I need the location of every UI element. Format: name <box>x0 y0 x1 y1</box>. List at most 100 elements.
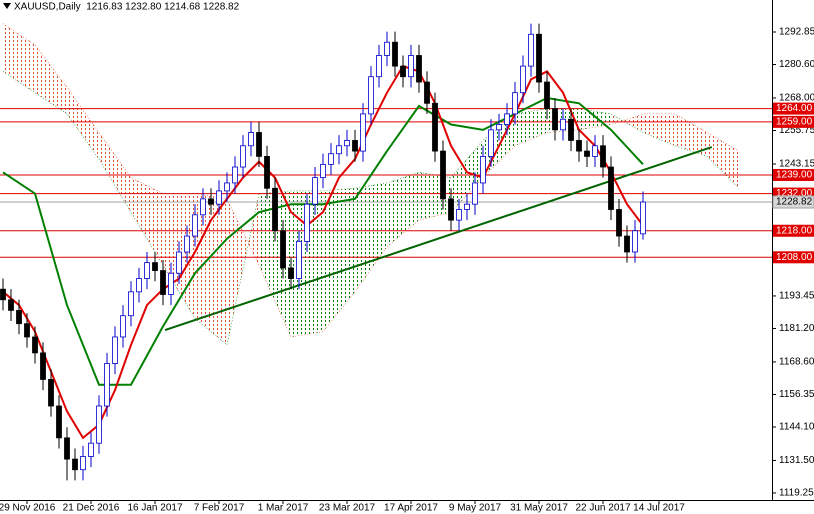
x-tick-label: 16 Jan 2017 <box>127 503 182 514</box>
x-tick-label: 29 Nov 2016 <box>0 503 56 514</box>
y-tick-label: 1255.75 <box>779 125 814 136</box>
x-tick-label: 9 May 2017 <box>449 503 502 514</box>
candle-body <box>448 198 454 221</box>
candle-body <box>456 209 462 221</box>
chart-title: XAUUSD,Daily 1216.83 1232.80 1214.68 122… <box>14 2 240 13</box>
x-tick-label: 21 Dec 2016 <box>63 503 120 514</box>
candle-body <box>376 55 382 78</box>
candle-body <box>400 65 406 78</box>
candle-body <box>512 92 518 115</box>
candle-body <box>384 41 390 56</box>
candle-body <box>320 163 326 179</box>
candle-body <box>8 299 14 311</box>
x-tick-label: 22 Jun 2017 <box>575 503 630 514</box>
y-tick-label: 1144.10 <box>779 422 814 433</box>
x-tick-label: 23 Mar 2017 <box>319 503 376 514</box>
level-label-box <box>773 102 814 115</box>
candle-body <box>632 230 638 253</box>
cloud-edge <box>2 71 740 346</box>
candle-body <box>192 214 198 237</box>
candle-body <box>264 155 270 189</box>
cloud-segment <box>3 23 35 93</box>
cloud-segment <box>515 108 547 146</box>
candle-body <box>576 140 582 152</box>
y-tick-label: 1243.15 <box>779 159 814 170</box>
y-tick-label: 1292.85 <box>779 27 814 38</box>
candle-body <box>168 272 174 295</box>
candle-body <box>352 140 358 152</box>
candle-body <box>584 150 590 157</box>
x-tick-label: 7 Feb 2017 <box>194 503 245 514</box>
cloud-segment <box>675 113 707 157</box>
level-label-box <box>773 168 814 181</box>
candle-body <box>216 190 222 205</box>
candle-body <box>152 262 158 271</box>
candle-body <box>568 118 574 141</box>
candle-body <box>432 102 438 152</box>
level-label: 1208.00 <box>776 252 813 263</box>
x-tick-label: 1 Mar 2017 <box>258 503 309 514</box>
candle-body <box>40 352 46 380</box>
current-price-label: 1228.82 <box>776 197 813 208</box>
candle-body <box>296 240 302 279</box>
candle-body <box>528 33 534 67</box>
y-tick-label: 1168.60 <box>779 357 814 368</box>
candle-body <box>32 336 38 354</box>
y-tick-label: 1268.00 <box>779 93 814 104</box>
level-label: 1232.00 <box>776 188 813 199</box>
candle-body <box>112 336 118 364</box>
candle-body <box>368 76 374 115</box>
cloud-segment <box>419 172 451 221</box>
candle-body <box>544 81 550 110</box>
candle-body <box>304 203 310 242</box>
candle-body <box>96 405 102 444</box>
x-tick-label: 31 May 2017 <box>510 503 568 514</box>
cloud-segment <box>35 44 67 114</box>
candle-body <box>80 456 86 471</box>
candle-body <box>176 251 182 274</box>
candle-body <box>328 153 334 165</box>
candle-body <box>504 113 510 125</box>
y-tick-label: 1280.60 <box>779 59 814 70</box>
candle-body <box>208 198 214 205</box>
candle-body <box>272 187 278 232</box>
y-tick-label: 1156.35 <box>779 389 814 400</box>
y-tick-label: 1181.20 <box>779 323 814 334</box>
current-price-box <box>772 195 814 209</box>
candle-body <box>640 201 646 235</box>
x-tick-label: 17 Apr 2017 <box>384 503 438 514</box>
candle-body <box>344 140 350 147</box>
candle-body <box>232 166 238 184</box>
candle-body <box>120 315 126 338</box>
candle-body <box>128 291 134 317</box>
candle-body <box>144 262 150 279</box>
cloud-segment <box>707 132 739 189</box>
candle-body <box>440 150 446 200</box>
candle-body <box>616 209 622 237</box>
candle-body <box>136 278 142 293</box>
cloud-segment <box>451 140 483 213</box>
level-label: 1259.00 <box>776 117 813 128</box>
y-tick-label: 1193.45 <box>779 291 814 302</box>
candle-body <box>256 132 262 157</box>
candle-body <box>424 81 430 104</box>
level-label-box <box>773 251 814 264</box>
candle-body <box>480 155 486 184</box>
candle-body <box>280 230 286 269</box>
cloud-segment <box>291 190 323 337</box>
cloud-segment <box>99 132 131 213</box>
candle-body <box>240 145 246 168</box>
level-label: 1218.00 <box>776 225 813 236</box>
candle-body <box>0 288 6 301</box>
cloud-segment <box>323 188 355 332</box>
candle-body <box>248 132 254 147</box>
candle-body <box>184 235 190 253</box>
candle-body <box>488 129 494 157</box>
candle-body <box>88 442 94 457</box>
candle-body <box>496 124 502 131</box>
trendline <box>164 146 713 332</box>
cloud-segment <box>387 172 419 247</box>
level-label-box <box>773 224 814 237</box>
candle-body <box>560 118 566 131</box>
